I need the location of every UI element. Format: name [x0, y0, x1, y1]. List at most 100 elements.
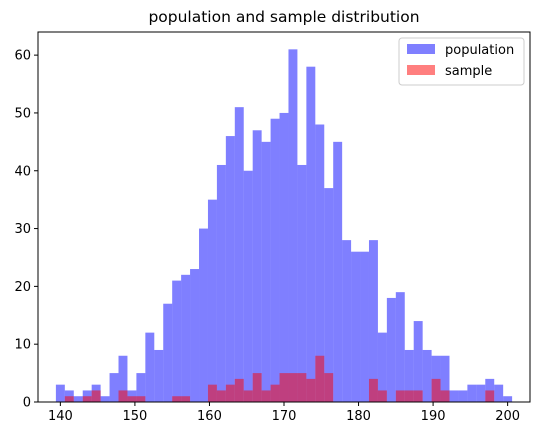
y-tick-label: 0: [23, 396, 31, 411]
y-tick-label: 20: [14, 280, 31, 295]
bar-sample-43: [440, 390, 450, 402]
bar-population-15: [190, 269, 200, 402]
x-axis: 140 150 160 170 180 190 200: [48, 402, 520, 424]
y-tick-label: 30: [14, 222, 31, 237]
bar-sample-25: [279, 373, 289, 402]
x-tick-label: 180: [346, 409, 371, 424]
bar-population-38: [395, 292, 405, 402]
bar-sample-39: [404, 390, 414, 402]
bar-sample-38: [395, 390, 405, 402]
bar-population-2: [73, 396, 83, 402]
bar-population-39: [404, 349, 414, 402]
bar-population-21: [243, 170, 253, 402]
bar-sample-29: [315, 355, 325, 402]
bar-population-31: [333, 141, 343, 402]
bar-population-35: [368, 240, 378, 402]
x-tick-label: 140: [48, 409, 73, 424]
bar-sample-17: [207, 384, 217, 402]
bar-population-27: [297, 164, 307, 402]
bar-population-5: [100, 396, 110, 402]
bar-population-23: [261, 141, 271, 402]
bar-population-12: [163, 303, 173, 402]
x-tick-label: 170: [272, 409, 297, 424]
bar-population-36: [377, 332, 387, 402]
bar-sample-42: [431, 378, 441, 402]
x-tick-label: 160: [197, 409, 222, 424]
bar-sample-22: [252, 373, 262, 402]
bar-population-13: [172, 280, 182, 402]
axes-frame: [37, 31, 531, 403]
bar-population-46: [467, 384, 477, 402]
bar-population-28: [306, 66, 316, 402]
bar-population-16: [199, 228, 208, 402]
y-tick-label: 10: [14, 338, 31, 353]
x-tick-label: 150: [122, 409, 147, 424]
bar-sample-1: [64, 396, 74, 402]
bar-population-40: [413, 321, 423, 402]
bar-sample-13: [172, 396, 182, 402]
bar-population-9: [136, 373, 146, 402]
bar-sample-40: [413, 390, 423, 402]
bar-population-22: [252, 130, 262, 402]
y-axis: 0 10 20 30 40 50 60: [14, 49, 38, 411]
bar-population-29: [315, 124, 325, 402]
bar-sample-36: [377, 390, 387, 402]
y-tick-label: 50: [14, 106, 31, 121]
bar-population-10: [145, 332, 155, 402]
bar-sample-28: [306, 378, 316, 402]
bar-population-20: [234, 107, 244, 402]
bar-population-50: [503, 396, 513, 402]
bar-population-44: [449, 390, 459, 402]
bar-population-7: [118, 355, 128, 402]
bar-population-33: [351, 251, 361, 402]
bar-sample-8: [127, 396, 137, 402]
bar-population-37: [386, 297, 396, 402]
bar-sample-24: [270, 384, 280, 402]
bar-sample-35: [368, 378, 378, 402]
legend-label-sample: sample: [445, 64, 492, 79]
bar-sample-7: [118, 390, 128, 402]
bar-sample-18: [216, 390, 226, 402]
bar-sample-27: [297, 373, 307, 402]
bar-population-24: [270, 118, 280, 402]
bar-sample-20: [234, 378, 244, 402]
bar-sample-19: [225, 384, 235, 402]
bar-sample-23: [261, 390, 271, 402]
bar-population-11: [154, 349, 164, 402]
bar-population-41: [422, 349, 432, 402]
x-tick-label: 190: [421, 409, 446, 424]
legend-swatch-population: [407, 44, 435, 54]
bar-population-19: [225, 136, 235, 402]
bar-population-0: [55, 384, 65, 402]
bar-population-47: [476, 384, 486, 402]
bar-sample-48: [485, 390, 495, 402]
y-tick-label: 40: [14, 164, 31, 179]
bar-population-45: [458, 390, 468, 402]
legend-label-population: population: [445, 43, 514, 58]
legend: population sample: [398, 37, 525, 86]
bar-sample-26: [288, 373, 298, 402]
bar-population-43: [440, 355, 450, 402]
bar-population-6: [109, 373, 119, 402]
bar-population-32: [342, 240, 352, 402]
bar-population-30: [324, 188, 334, 402]
bar-population-14: [181, 274, 191, 402]
bar-sample-9: [136, 396, 146, 402]
plot-area: [55, 49, 513, 402]
bar-population-26: [288, 49, 298, 402]
bar-sample-21: [243, 390, 253, 402]
legend-swatch-sample: [407, 65, 435, 75]
y-tick-label: 60: [14, 49, 31, 64]
bar-sample-14: [181, 396, 191, 402]
bar-population-18: [216, 164, 226, 402]
bar-population-17: [207, 199, 217, 402]
bar-population-34: [360, 251, 369, 402]
bar-population-49: [494, 384, 504, 402]
bar-sample-30: [324, 373, 334, 402]
bar-sample-3: [82, 396, 92, 402]
bar-sample-4: [91, 390, 101, 402]
x-tick-label: 200: [495, 409, 520, 424]
bar-population-25: [279, 112, 289, 402]
chart-title: population and sample distribution: [148, 8, 419, 26]
